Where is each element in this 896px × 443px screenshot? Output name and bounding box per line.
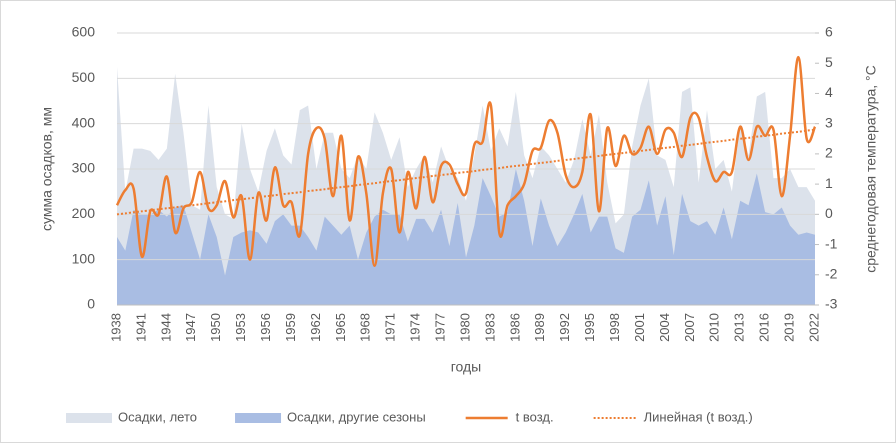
x-tick-label: 1989 bbox=[532, 313, 547, 342]
x-tick-label: 1956 bbox=[258, 313, 273, 342]
area bbox=[117, 169, 815, 305]
x-tick-label: 1995 bbox=[582, 313, 597, 342]
y2-tick-label: 5 bbox=[825, 54, 833, 70]
x-tick-label: 1947 bbox=[183, 313, 198, 342]
legend-label: Осадки, лето bbox=[118, 409, 197, 424]
y-axis-title: сумма осадков, мм bbox=[39, 107, 55, 231]
x-tick-label: 2004 bbox=[657, 313, 672, 342]
x-tick-label: 2019 bbox=[782, 313, 797, 342]
x-tick-label: 1974 bbox=[408, 313, 423, 342]
x-tick-label: 1941 bbox=[133, 313, 148, 342]
y2-tick-label: 2 bbox=[825, 145, 833, 161]
x-axis-title: годы bbox=[451, 359, 482, 375]
x-tick-label: 1944 bbox=[158, 313, 173, 342]
x-tick-label: 1950 bbox=[208, 313, 223, 342]
x-tick-label: 1971 bbox=[383, 313, 398, 342]
y2-tick-label: 6 bbox=[825, 24, 833, 40]
y-tick-label: 300 bbox=[72, 160, 96, 176]
x-tick-label: 1953 bbox=[233, 313, 248, 342]
y2-tick-label: 0 bbox=[825, 205, 833, 221]
x-tick-label: 1983 bbox=[482, 313, 497, 342]
x-tick-label: 2007 bbox=[682, 313, 697, 342]
y2-tick-label: 4 bbox=[825, 84, 833, 100]
x-tick-label: 1962 bbox=[308, 313, 323, 342]
y-tick-label: 500 bbox=[72, 69, 96, 85]
y2-tick-label: -1 bbox=[825, 235, 838, 251]
legend-swatch bbox=[235, 413, 282, 423]
y2-tick-label: -3 bbox=[825, 296, 838, 312]
x-tick-label: 1998 bbox=[607, 313, 622, 342]
x-tick-label: 2022 bbox=[806, 313, 821, 342]
y-tick-label: 600 bbox=[72, 24, 96, 40]
y2-tick-label: -2 bbox=[825, 265, 838, 281]
line bbox=[116, 128, 816, 216]
y2-tick-label: 3 bbox=[825, 114, 833, 130]
line bbox=[115, 55, 817, 267]
x-tick-label: 1986 bbox=[507, 313, 522, 342]
y-tick-label: 400 bbox=[72, 114, 96, 130]
y-tick-label: 100 bbox=[72, 250, 96, 266]
y2-tick-label: 1 bbox=[825, 175, 833, 191]
legend-label: Осадки, другие сезоны bbox=[287, 409, 426, 424]
x-tick-label: 1968 bbox=[358, 313, 373, 342]
y-tick-label: 200 bbox=[72, 205, 96, 221]
x-tick-label: 1959 bbox=[283, 313, 298, 342]
x-tick-label: 1992 bbox=[557, 313, 572, 342]
x-tick-label: 2010 bbox=[707, 313, 722, 342]
x-tick-label: 1965 bbox=[333, 313, 348, 342]
x-tick-label: 1980 bbox=[457, 313, 472, 342]
x-tick-label: 1938 bbox=[108, 313, 123, 342]
x-tick-label: 2001 bbox=[632, 313, 647, 342]
legend-label: t возд. bbox=[516, 409, 554, 424]
legend-swatch bbox=[66, 413, 112, 423]
x-tick-label: 2013 bbox=[732, 313, 747, 342]
x-tick-label: 2016 bbox=[757, 313, 772, 342]
y2-axis-title: среднегодовая температура, °С bbox=[863, 65, 879, 273]
y-tick-label: 0 bbox=[87, 296, 95, 312]
x-tick-label: 1977 bbox=[433, 313, 448, 342]
legend-label: Линейная (t возд.) bbox=[644, 409, 753, 424]
